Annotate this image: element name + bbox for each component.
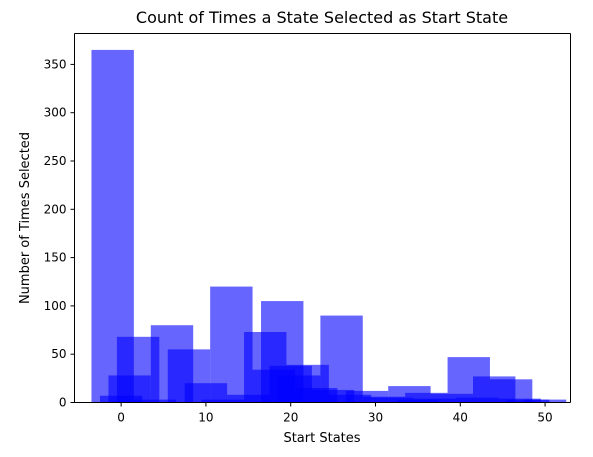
y-tick-label: 0 bbox=[59, 396, 67, 410]
bar-34 bbox=[362, 396, 406, 403]
y-tick-label: 100 bbox=[44, 299, 67, 313]
bar-33 bbox=[294, 388, 338, 403]
y-ticks: 0 50 100 150 200 250 300 350 bbox=[44, 57, 75, 410]
y-tick-label: 300 bbox=[44, 106, 67, 120]
bar-28 bbox=[201, 399, 245, 403]
chart-title: Count of Times a State Selected as Start… bbox=[136, 8, 508, 27]
y-axis-label: Number of Times Selected bbox=[18, 132, 33, 304]
y-tick-label: 150 bbox=[44, 251, 67, 265]
bar-22 bbox=[328, 394, 372, 403]
bar-21 bbox=[430, 393, 473, 403]
y-tick-label: 50 bbox=[51, 347, 66, 361]
x-tick-label: 20 bbox=[283, 411, 298, 425]
bar-13 bbox=[489, 379, 533, 403]
bar-25 bbox=[227, 394, 270, 403]
x-tick-label: 10 bbox=[198, 411, 213, 425]
axes-layer bbox=[74, 33, 571, 403]
y-tick-label: 350 bbox=[44, 57, 67, 71]
bar-15 bbox=[184, 383, 228, 403]
bar-31 bbox=[523, 399, 567, 403]
y-tick-label: 200 bbox=[44, 202, 67, 216]
x-axis-label: Start States bbox=[283, 431, 360, 446]
x-tick-label: 0 bbox=[117, 411, 125, 425]
x-tick-label: 30 bbox=[368, 411, 383, 425]
x-tick-label: 40 bbox=[453, 411, 468, 425]
bars-layer bbox=[91, 49, 567, 403]
bar-27 bbox=[133, 399, 177, 403]
bar-20 bbox=[405, 392, 448, 403]
bar-35 bbox=[396, 399, 440, 403]
x-ticks: 0 10 20 30 40 50 bbox=[117, 402, 553, 425]
x-tick-label: 50 bbox=[537, 411, 552, 425]
bar-26 bbox=[99, 395, 143, 403]
bar-30 bbox=[498, 398, 541, 403]
y-tick-label: 250 bbox=[44, 154, 67, 168]
bar-29 bbox=[456, 397, 499, 403]
